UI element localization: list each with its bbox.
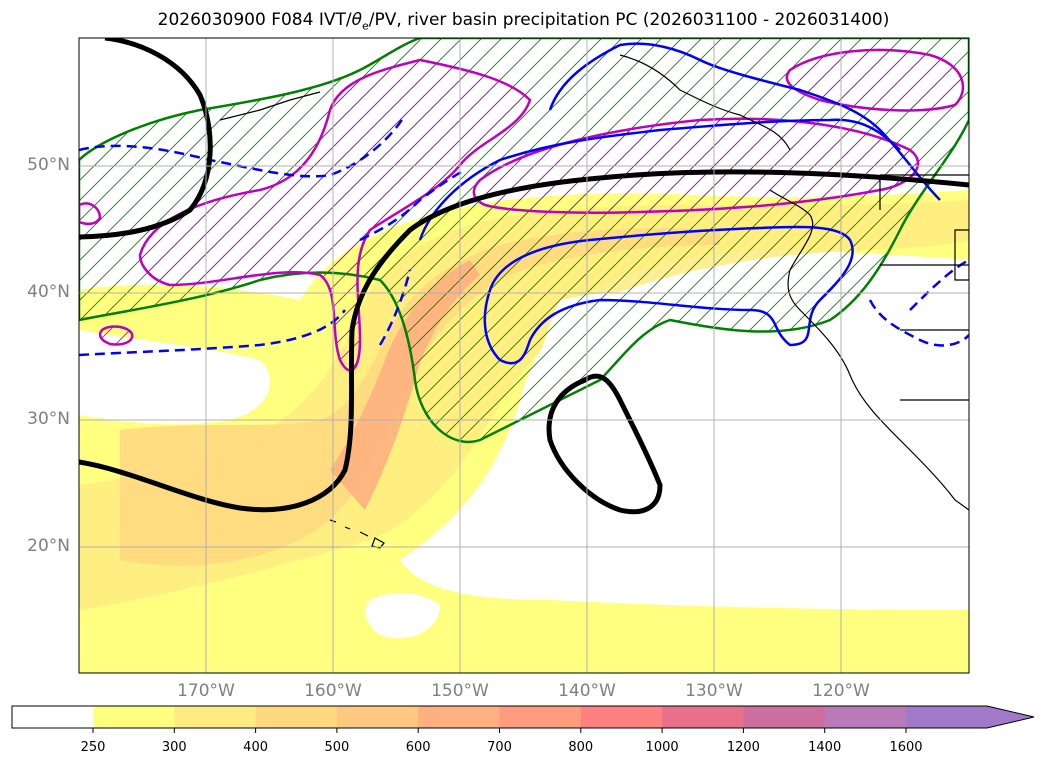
title-suffix: /PV, river basin precipitation PC (20260… [368,10,890,30]
title-subscript: e [362,19,369,33]
title-theta: θ [351,10,362,30]
ivt-shading [79,190,969,673]
map-frame [78,37,970,674]
blue-contours [79,42,969,365]
lon-label: 140°W [558,681,616,701]
colorbar-tick-label: 600 [405,740,431,755]
colorbar-outline [11,705,1035,729]
colorbar-tick-label: 1600 [889,740,923,755]
colorbar-tick-label: 1000 [645,740,679,755]
colorbar-segment [824,706,907,728]
colorbar-tick-label: 300 [161,740,187,755]
colorbar-extend-arrow [987,706,1034,728]
lat-label: 20°N [27,536,70,556]
colorbar-segment [499,706,582,728]
colorbar-tick-label: 1200 [726,740,760,755]
lon-label: 120°W [812,681,870,701]
colorbar-segment [906,706,988,728]
black-contours [79,38,969,515]
colorbar-tick-label: 700 [487,740,512,755]
colorbar-segment [580,706,663,728]
colorbar-segment [255,706,338,728]
colorbar-tick-label: 1400 [808,740,842,755]
colorbar-segment [662,706,744,728]
gridlines [79,38,969,673]
colorbar-segment [336,706,419,728]
colorbar-tick-label: 500 [324,740,350,755]
lon-label: 170°W [177,681,235,701]
colorbar-tick-label: 400 [243,740,268,755]
colorbar [11,705,1035,733]
lon-label: 130°W [685,681,743,701]
colorbar-segment [418,706,500,728]
colorbar-segment [743,706,826,728]
colorbar-tick-label: 800 [568,740,594,755]
title-prefix: 2026030900 F084 IVT/ [157,10,352,30]
colorbar-segment [93,706,175,728]
colorbar-tick-label: 250 [80,740,106,755]
lat-label: 30°N [27,409,70,429]
map-title: 2026030900 F084 IVT/θe/PV, river basin p… [0,10,1047,32]
colorbar-segment [174,706,257,728]
lon-label: 160°W [304,681,362,701]
lat-label: 40°N [27,282,70,302]
lon-label: 150°W [431,681,489,701]
lat-label: 50°N [27,155,70,175]
colorbar-below-250 [12,706,93,728]
